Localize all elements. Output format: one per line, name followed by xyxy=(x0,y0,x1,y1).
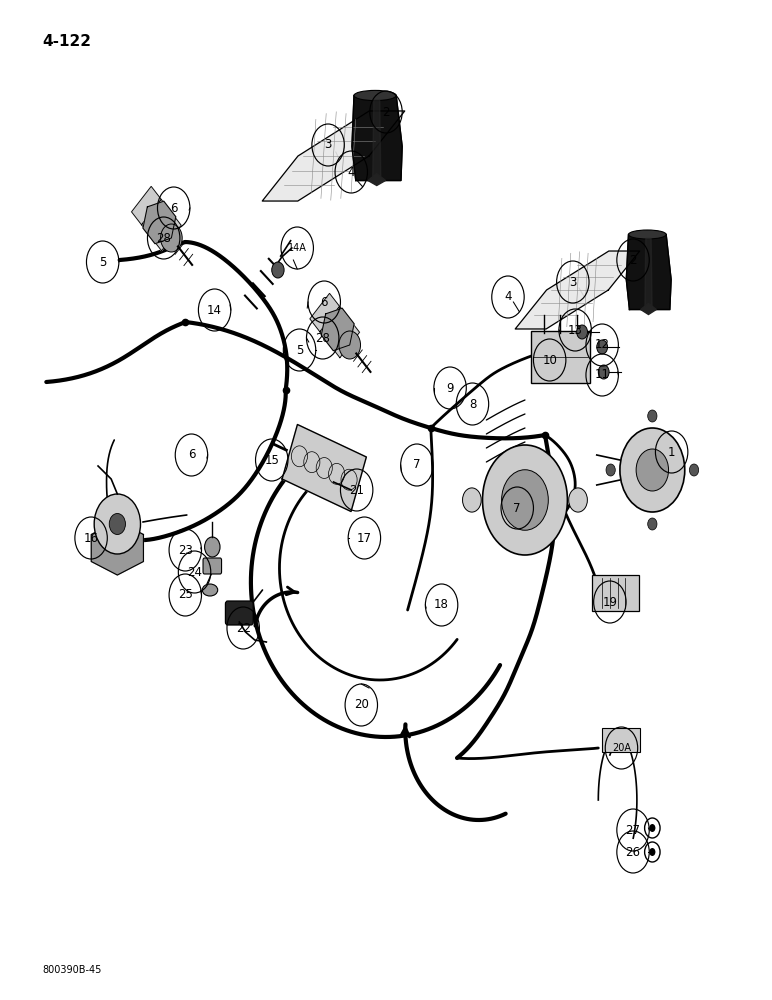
FancyBboxPatch shape xyxy=(203,558,222,574)
FancyBboxPatch shape xyxy=(225,601,253,625)
Text: 18: 18 xyxy=(434,598,449,611)
Text: 28: 28 xyxy=(315,332,330,344)
Text: 800390B-45: 800390B-45 xyxy=(42,965,102,975)
Text: 11: 11 xyxy=(594,368,610,381)
Circle shape xyxy=(620,428,685,512)
Text: 26: 26 xyxy=(625,846,641,858)
Circle shape xyxy=(205,537,220,557)
Circle shape xyxy=(649,824,655,832)
Circle shape xyxy=(648,518,657,530)
Text: 17: 17 xyxy=(357,532,372,544)
Circle shape xyxy=(597,340,608,354)
Polygon shape xyxy=(143,201,176,244)
Text: 22: 22 xyxy=(235,621,251,635)
Text: 7: 7 xyxy=(513,502,521,514)
Text: 25: 25 xyxy=(178,588,193,601)
Circle shape xyxy=(339,331,361,359)
Circle shape xyxy=(272,262,284,278)
Polygon shape xyxy=(352,96,402,180)
Text: 9: 9 xyxy=(446,381,454,394)
Polygon shape xyxy=(330,319,360,358)
Circle shape xyxy=(577,325,587,339)
Text: 6: 6 xyxy=(170,202,178,215)
Circle shape xyxy=(606,464,615,476)
Circle shape xyxy=(110,514,125,534)
Text: 14: 14 xyxy=(207,304,222,316)
Text: 3: 3 xyxy=(324,138,332,151)
Circle shape xyxy=(689,464,699,476)
Text: 5: 5 xyxy=(296,344,303,357)
Text: 6: 6 xyxy=(188,448,195,462)
Text: 19: 19 xyxy=(602,595,618,608)
Circle shape xyxy=(502,470,548,530)
Polygon shape xyxy=(310,293,340,332)
Text: 8: 8 xyxy=(469,397,476,410)
Circle shape xyxy=(462,488,481,512)
Circle shape xyxy=(598,365,609,379)
Polygon shape xyxy=(141,199,171,238)
Polygon shape xyxy=(131,186,161,225)
Text: 2: 2 xyxy=(382,105,390,118)
Circle shape xyxy=(482,445,567,555)
Polygon shape xyxy=(626,234,671,310)
Text: 6: 6 xyxy=(320,296,328,308)
Text: 13: 13 xyxy=(567,324,583,336)
Text: 23: 23 xyxy=(178,544,193,556)
Text: 20A: 20A xyxy=(612,743,631,753)
Polygon shape xyxy=(91,521,144,575)
Circle shape xyxy=(636,449,669,491)
Text: 7: 7 xyxy=(413,458,421,472)
FancyBboxPatch shape xyxy=(592,575,639,611)
Text: 2: 2 xyxy=(629,253,637,266)
Text: 4: 4 xyxy=(347,165,355,178)
Polygon shape xyxy=(151,212,181,251)
Text: 4-122: 4-122 xyxy=(42,34,91,49)
Text: 15: 15 xyxy=(264,454,279,466)
Ellipse shape xyxy=(202,584,218,596)
Text: 16: 16 xyxy=(83,532,99,544)
Polygon shape xyxy=(368,174,385,186)
Text: 12: 12 xyxy=(594,338,610,352)
Text: 20: 20 xyxy=(354,698,369,712)
Text: 14A: 14A xyxy=(288,243,306,253)
Circle shape xyxy=(161,224,182,252)
Polygon shape xyxy=(321,308,354,351)
Text: 24: 24 xyxy=(187,566,202,578)
Circle shape xyxy=(649,848,655,856)
Text: 27: 27 xyxy=(625,824,641,836)
Circle shape xyxy=(569,488,587,512)
Polygon shape xyxy=(320,306,350,345)
Text: 28: 28 xyxy=(156,232,171,244)
Polygon shape xyxy=(641,304,656,314)
Polygon shape xyxy=(645,238,652,306)
Polygon shape xyxy=(515,251,640,329)
Text: 10: 10 xyxy=(542,354,557,366)
Circle shape xyxy=(648,410,657,422)
Ellipse shape xyxy=(628,230,666,239)
Circle shape xyxy=(94,494,141,554)
FancyBboxPatch shape xyxy=(531,331,590,383)
Text: 21: 21 xyxy=(349,484,364,496)
Ellipse shape xyxy=(354,90,396,101)
Text: 4: 4 xyxy=(504,290,512,304)
Text: 3: 3 xyxy=(569,275,577,288)
Text: 5: 5 xyxy=(99,255,107,268)
FancyBboxPatch shape xyxy=(602,728,640,752)
Polygon shape xyxy=(373,100,381,176)
Text: 1: 1 xyxy=(668,446,676,458)
Polygon shape xyxy=(282,425,367,511)
Polygon shape xyxy=(262,111,405,201)
